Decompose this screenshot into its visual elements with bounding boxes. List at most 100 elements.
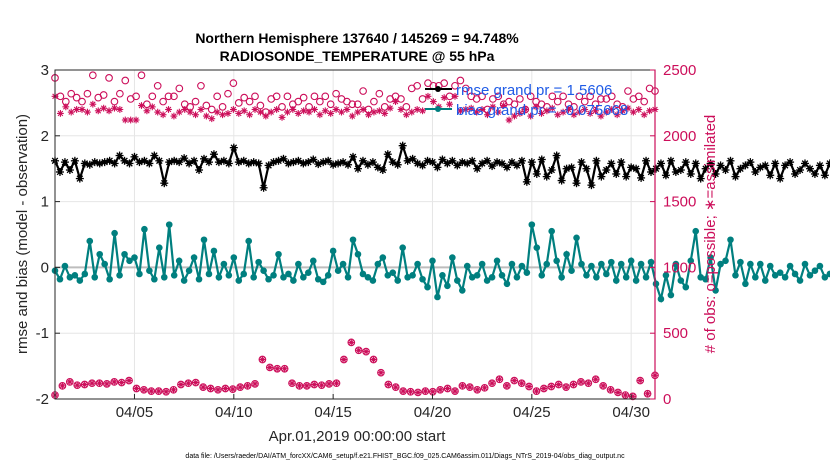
bias-point — [672, 260, 680, 268]
rmse-point-stroke — [439, 156, 446, 163]
rmse-point — [55, 167, 64, 176]
rmse-point-stroke — [255, 160, 262, 167]
obs_assimilated-point-stroke — [300, 108, 307, 114]
plot-area — [51, 71, 830, 401]
obs_assimilated_low-point — [155, 387, 163, 395]
obs_assimilated_low-point-stroke — [118, 379, 125, 386]
obs_assimilated-point-stroke — [381, 110, 388, 117]
obs_assimilated-point-stroke — [241, 108, 247, 114]
rmse-point — [632, 164, 641, 173]
rmse-point-stroke — [434, 164, 441, 171]
obs_assimilated_low-point — [110, 378, 118, 386]
bias-point — [175, 257, 183, 265]
obs_assimilated-point — [327, 110, 335, 117]
rmse-point-stroke — [483, 157, 491, 165]
bias-point — [821, 273, 829, 281]
rmse-point — [771, 159, 780, 168]
obs_assimilated_low-point-stroke — [244, 383, 251, 389]
rmse-point-stroke — [210, 150, 218, 158]
obs_assimilated_low-point-stroke — [496, 376, 503, 383]
y-left-tick-label: 1 — [41, 194, 49, 211]
bias-point — [533, 244, 541, 251]
obs_assimilated-point — [635, 106, 643, 113]
obs_assimilated-point-stroke — [144, 108, 150, 114]
rmse-point — [791, 169, 800, 178]
obs_assimilated_low-point-stroke — [378, 369, 384, 376]
obs_assimilated-point-stroke — [333, 106, 339, 113]
obs_assimilated-point-stroke — [198, 106, 204, 113]
obs_assimilated-point — [73, 106, 81, 113]
obs_assimilated-point-stroke — [560, 109, 566, 115]
bias-point — [458, 287, 466, 294]
rmse-point — [498, 159, 507, 168]
rmse-point — [637, 173, 646, 182]
rmse-point — [304, 158, 313, 167]
obs_assimilated-point-stroke — [263, 113, 269, 119]
bias-point — [752, 273, 759, 281]
rmse-point-stroke — [781, 162, 789, 169]
rmse-point — [542, 172, 551, 181]
rmse-point-stroke — [667, 157, 675, 165]
obs_assimilated_low-point — [266, 364, 274, 371]
obs_assimilated_low-point — [296, 382, 303, 390]
rmse-point-stroke — [66, 166, 74, 174]
obs_assimilated_low-point — [570, 381, 577, 388]
obs_assimilated_low-point-stroke — [59, 383, 66, 389]
bias-point — [165, 221, 173, 228]
obs_assimilated_low-point — [533, 387, 540, 395]
obs_assimilated_low-point-stroke — [444, 385, 451, 392]
rmse-point — [209, 150, 218, 159]
rmse-point-stroke — [463, 160, 471, 167]
obs_assimilated_low-point-stroke — [504, 383, 510, 389]
obs_assimilated_low-point-stroke — [289, 380, 295, 387]
obs_assimilated-point-stroke — [635, 106, 642, 113]
obs_assimilated_low-point-stroke — [96, 380, 103, 387]
obs_assimilated_low-point-stroke — [259, 356, 266, 363]
obs_assimilated-point — [332, 106, 340, 113]
rmse-point-stroke — [280, 155, 287, 163]
obs_assimilated_low-point — [207, 385, 214, 392]
obs_possible-point — [440, 79, 449, 88]
obs_assimilated_low-point — [362, 348, 370, 356]
rmse-point-stroke — [533, 170, 541, 178]
obs_assimilated-point-stroke — [533, 104, 539, 110]
bias-point — [245, 237, 253, 245]
obs_assimilated-point-stroke — [408, 109, 415, 115]
obs_assimilated_low-point-stroke — [229, 386, 236, 392]
rmse-point — [324, 156, 333, 165]
obs_assimilated_low-point — [496, 375, 503, 383]
obs_possible-point — [88, 71, 97, 80]
obs_assimilated-point-stroke — [527, 113, 534, 119]
rmse-point — [294, 156, 303, 165]
obs_assimilated_low-point-stroke — [74, 382, 81, 388]
rmse-point-stroke — [185, 160, 193, 167]
obs_possible-point — [359, 87, 367, 95]
bias-point — [359, 270, 367, 278]
obs_assimilated-point-stroke — [176, 109, 183, 115]
rmse-point-stroke — [478, 160, 486, 167]
bias-point — [384, 271, 392, 279]
obs_assimilated_low-point-stroke — [348, 339, 355, 346]
obs_assimilated-point-stroke — [84, 109, 91, 115]
obs_assimilated_low-point-stroke — [511, 377, 518, 384]
obs_assimilated_low-point — [599, 382, 607, 390]
obs_possible-point — [170, 92, 178, 101]
bias-point — [652, 280, 660, 288]
obs_assimilated-point-stroke — [490, 104, 496, 110]
obs_assimilated-point-stroke — [171, 113, 177, 119]
rmse-point-stroke — [612, 170, 620, 178]
obs_assimilated-point-stroke — [576, 109, 583, 115]
obs_assimilated_low-point — [140, 386, 148, 394]
obs_possible-point — [224, 89, 232, 98]
rmse-point — [761, 161, 770, 170]
obs_assimilated_low-point — [547, 383, 555, 390]
y-axis-left-label: rmse and bias (model - observation) — [14, 114, 31, 354]
rmse-point-stroke — [151, 152, 158, 159]
obs_assimilated_low-point-stroke — [304, 383, 310, 389]
bias-point — [136, 270, 143, 278]
obs_assimilated-point — [527, 112, 535, 120]
obs_assimilated_low-point-stroke — [163, 388, 169, 395]
obs_possible-point — [310, 92, 319, 101]
obs_assimilated-point-stroke — [349, 113, 356, 119]
rmse-point — [224, 159, 233, 168]
